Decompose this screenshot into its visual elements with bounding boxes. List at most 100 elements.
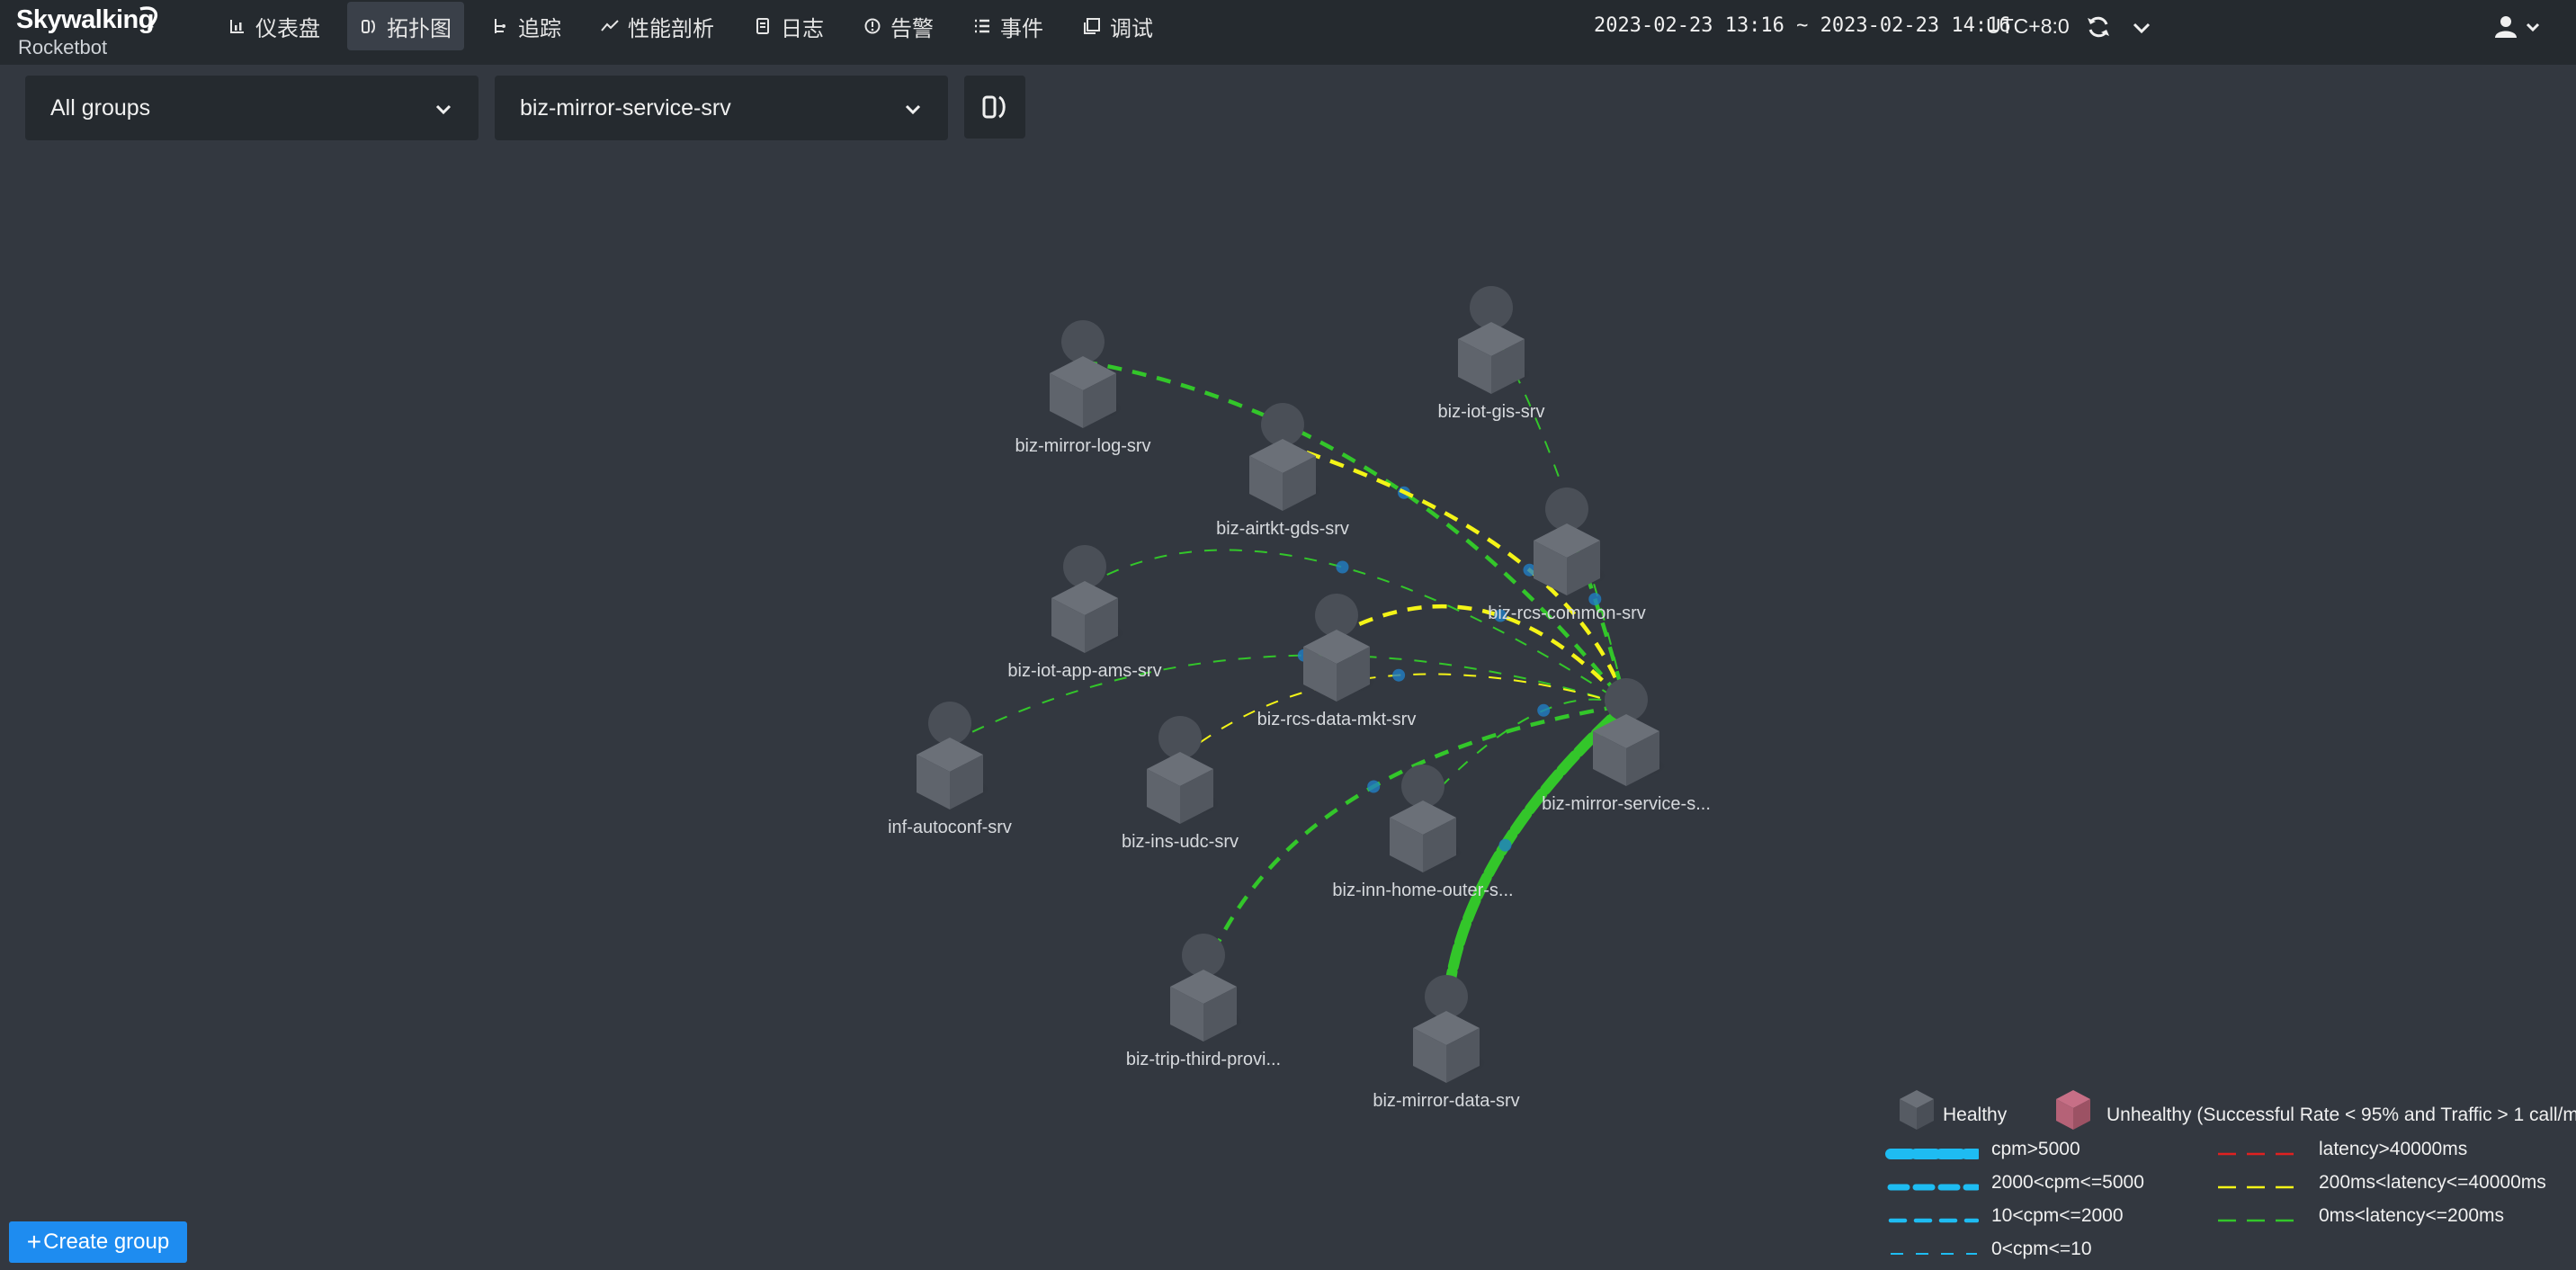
unhealthy-node-icon	[2056, 1090, 2090, 1130]
topology-node-mkt[interactable]: biz-rcs-data-mkt-srv	[1257, 594, 1417, 729]
node-service-icon	[1401, 765, 1445, 808]
nav-event[interactable]: 事件	[961, 2, 1056, 50]
nav-trace-label: 追踪	[518, 16, 561, 41]
edge-midpoint-marker[interactable]	[1588, 593, 1602, 606]
service-select[interactable]: biz-mirror-service-srv	[495, 76, 948, 140]
topology-edge-mkt-to-mirror[interactable]	[1335, 604, 1628, 707]
node-cube-left	[1050, 373, 1083, 428]
topology-node-autoconf[interactable]: inf-autoconf-srv	[888, 702, 1012, 837]
chevron-down-icon	[435, 104, 452, 115]
list-icon	[975, 19, 989, 33]
nav-topology[interactable]: 拓扑图	[347, 2, 464, 50]
edge-midpoint-marker[interactable]	[1494, 609, 1507, 622]
nav-alarm[interactable]: 告警	[851, 2, 946, 50]
nav-topology-label: 拓扑图	[387, 16, 452, 41]
edge-midpoint-marker[interactable]	[1336, 560, 1349, 574]
nav-trace[interactable]: 追踪	[479, 2, 574, 50]
node-service-icon	[1182, 934, 1225, 977]
node-service-icon	[1063, 545, 1106, 588]
node-label: inf-autoconf-srv	[888, 818, 1012, 837]
node-label: biz-trip-third-provi...	[1126, 1050, 1281, 1069]
edge-midpoint-marker[interactable]	[1523, 563, 1536, 577]
group-select[interactable]: All groups	[25, 76, 479, 140]
topology-node-common[interactable]: biz-rcs-common-srv	[1488, 487, 1646, 623]
node-label: biz-iot-app-ams-srv	[1007, 661, 1161, 681]
node-label: biz-inn-home-outer-s...	[1332, 881, 1513, 900]
create-group-button[interactable]: + Create group	[9, 1221, 187, 1263]
edge-midpoint-marker[interactable]	[1498, 838, 1512, 852]
topology-edge-autoconf-to-mirror[interactable]	[949, 654, 1627, 744]
time-range-picker[interactable]: 2023-02-23 13:16 ~ 2023-02-23 14:16	[1594, 14, 2011, 37]
node-cube-left	[1170, 987, 1203, 1042]
node-cube-left	[1303, 647, 1337, 702]
node-cube-left	[1249, 456, 1283, 511]
nav-dashboard[interactable]: 仪表盘	[216, 2, 333, 50]
node-service-icon	[1061, 320, 1105, 363]
trace-icon	[495, 19, 505, 33]
topology-node-ams[interactable]: biz-iot-app-ams-srv	[1007, 545, 1162, 681]
topology-edge-udc-to-mirror[interactable]	[1179, 673, 1627, 758]
skywalking-logo[interactable]: Skywalking Rocketbot	[16, 5, 169, 59]
legend-cpm-3: 10<cpm<=2000	[1991, 1205, 2124, 1226]
group-select-value: All groups	[50, 94, 151, 121]
plus-icon: +	[26, 1228, 42, 1256]
topology-node-gis[interactable]: biz-iot-gis-srv	[1438, 286, 1545, 422]
nav-alarm-label: 告警	[890, 16, 934, 41]
nav-debug-label: 调试	[1110, 16, 1153, 41]
topology-node-home[interactable]: biz-inn-home-outer-s...	[1332, 765, 1514, 900]
node-service-icon	[1158, 716, 1202, 759]
topology-node-mirror[interactable]: biz-mirror-service-s...	[1542, 678, 1711, 814]
node-label: biz-airtkt-gds-srv	[1216, 519, 1349, 539]
node-label: biz-ins-udc-srv	[1122, 832, 1239, 852]
node-cube-left	[1051, 598, 1085, 653]
edge-midpoint-marker[interactable]	[1392, 668, 1406, 682]
nav-event-label: 事件	[1000, 16, 1043, 41]
node-cube-right	[1083, 373, 1116, 428]
node-label: biz-mirror-log-srv	[1015, 436, 1150, 456]
create-group-label: Create group	[43, 1230, 170, 1254]
node-cube-right	[1283, 456, 1316, 511]
node-cube-right	[1337, 647, 1370, 702]
node-cube-left	[1534, 541, 1567, 595]
refresh-icon[interactable]	[2085, 13, 2112, 40]
topology-edge-log-to-mirror[interactable]	[1082, 359, 1628, 707]
legend-latency-2: 200ms<latency<=40000ms	[2319, 1172, 2546, 1193]
timezone-label[interactable]: UTC+8:0	[1986, 14, 2070, 38]
nav-profiling-label: 性能剖析	[628, 16, 714, 41]
logo-text: Skywalking	[16, 5, 154, 34]
nav-profiling[interactable]: 性能剖析	[588, 2, 727, 50]
topology-edge-data-to-mirror[interactable]	[1441, 700, 1632, 1022]
legend-latency-1: latency>40000ms	[2319, 1139, 2468, 1159]
nav-log[interactable]: 日志	[741, 2, 836, 50]
nav-debug[interactable]: 调试	[1070, 2, 1166, 50]
trend-icon	[601, 20, 619, 31]
user-menu-icon[interactable]	[2493, 14, 2544, 41]
node-cube-left	[1593, 731, 1626, 786]
legend-latency-3: 0ms<latency<=200ms	[2319, 1205, 2505, 1226]
node-label: biz-mirror-data-srv	[1373, 1091, 1519, 1111]
edge-midpoint-marker[interactable]	[1367, 780, 1381, 793]
nav-dashboard-label: 仪表盘	[255, 16, 320, 41]
chevron-down-icon[interactable]	[2130, 16, 2153, 40]
topology-node-gds[interactable]: biz-airtkt-gds-srv	[1216, 403, 1349, 539]
node-cube-right	[1423, 818, 1456, 872]
topology-node-log[interactable]: biz-mirror-log-srv	[1015, 320, 1151, 456]
node-service-icon	[1261, 403, 1304, 446]
topology-edge-ams-to-mirror[interactable]	[1084, 549, 1627, 706]
topology-node-data[interactable]: biz-mirror-data-srv	[1373, 975, 1520, 1111]
node-service-icon	[1425, 975, 1468, 1018]
topology-node-udc[interactable]: biz-ins-udc-srv	[1122, 716, 1239, 852]
topology-node-trip[interactable]: biz-trip-third-provi...	[1126, 934, 1281, 1069]
nav-log-label: 日志	[781, 16, 824, 41]
node-cube-left	[1458, 339, 1491, 394]
node-label: biz-mirror-service-s...	[1542, 794, 1711, 814]
topology-edge-gds-to-mirror[interactable]	[1282, 442, 1629, 706]
latency-legend-lines	[2218, 1152, 2299, 1222]
node-label: biz-iot-gis-srv	[1438, 402, 1545, 422]
topology-edge-trip-to-mirror[interactable]	[1201, 702, 1627, 976]
topology-view-button[interactable]	[964, 76, 1025, 139]
edge-midpoint-marker[interactable]	[1537, 703, 1551, 717]
node-cube-left	[1147, 769, 1180, 824]
node-cube-left	[1390, 818, 1423, 872]
